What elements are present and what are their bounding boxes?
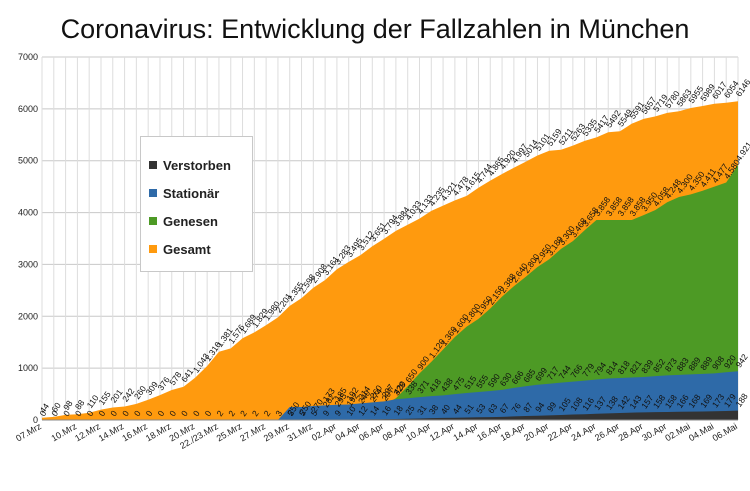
data-label: 0 xyxy=(155,408,166,418)
x-tick-label: 08.Apr xyxy=(381,421,409,443)
data-label: 5 xyxy=(285,408,296,418)
data-label: 2 xyxy=(226,408,237,418)
y-tick-label: 0 xyxy=(33,415,38,425)
y-tick-label: 2000 xyxy=(18,311,38,321)
data-label: 0 xyxy=(167,408,178,418)
area-verstorben xyxy=(42,410,738,420)
area-genesen xyxy=(42,164,738,420)
data-label: 5 xyxy=(309,408,320,418)
x-tick-label: 06.Mai xyxy=(711,421,739,443)
legend-item-stationaer: Stationär xyxy=(141,179,252,207)
x-tick-label: 06.Apr xyxy=(357,421,385,443)
x-tick-label: 18.Apr xyxy=(499,421,527,443)
data-label: 6146 xyxy=(733,77,750,98)
legend-swatch-verstorben xyxy=(149,161,157,169)
data-label: 2 xyxy=(238,408,249,418)
data-label: 0 xyxy=(108,408,119,418)
data-label: 9 xyxy=(332,408,343,418)
x-tick-label: 10.Apr xyxy=(404,421,432,443)
legend: Verstorben Stationär Genesen Gesamt xyxy=(140,136,253,272)
data-label: 2 xyxy=(214,408,225,418)
area-stationr xyxy=(42,371,738,420)
legend-swatch-gesamt xyxy=(149,245,157,253)
chart-title: Coronavirus: Entwicklung der Fallzahlen … xyxy=(60,14,690,44)
x-tick-label: 31.Mrz xyxy=(285,421,314,444)
x-tick-label: 16.Mrz xyxy=(120,421,149,444)
data-label: 2 xyxy=(262,408,273,418)
x-tick-label: 26.Apr xyxy=(593,421,621,443)
data-label: 2 xyxy=(250,408,261,418)
data-label: 9 xyxy=(321,408,332,418)
data-label: 0 xyxy=(96,408,107,418)
data-label: 0 xyxy=(61,408,72,418)
data-label: 0 xyxy=(132,408,143,418)
legend-item-verstorben: Verstorben xyxy=(141,151,252,179)
data-label: 0 xyxy=(49,408,60,418)
legend-swatch-genesen xyxy=(149,217,157,225)
x-tick-label: 20.Apr xyxy=(522,421,550,443)
x-tick-label: 30.Apr xyxy=(640,421,668,443)
x-tick-label: 25.Mrz xyxy=(215,421,244,444)
y-tick-label: 4000 xyxy=(18,208,38,218)
data-label: 0 xyxy=(37,408,48,418)
data-label: 0 xyxy=(179,408,190,418)
y-tick-label: 1000 xyxy=(18,363,38,373)
y-tick-label: 3000 xyxy=(18,259,38,269)
x-tick-label: 22.Apr xyxy=(546,421,574,443)
area-series xyxy=(42,101,738,420)
x-tick-label: 04.Apr xyxy=(334,421,362,443)
x-tick-label: 28.Apr xyxy=(617,421,645,443)
x-tick-label: 14.Apr xyxy=(451,421,479,443)
data-label: 0 xyxy=(203,408,214,418)
y-tick-label: 7000 xyxy=(18,52,38,62)
x-tick-label: 29.Mrz xyxy=(262,421,291,444)
data-label: 0 xyxy=(191,408,202,418)
legend-label-verstorben: Verstorben xyxy=(163,157,231,173)
legend-label-genesen: Genesen xyxy=(163,213,218,229)
x-tick-label: 10.Mrz xyxy=(50,421,79,444)
data-label: 5 xyxy=(297,408,308,418)
legend-item-gesamt: Gesamt xyxy=(141,235,252,263)
y-tick-label: 5000 xyxy=(18,156,38,166)
x-tick-label: 16.Apr xyxy=(475,421,503,443)
x-tick-label: 12.Apr xyxy=(428,421,456,443)
data-label: 3 xyxy=(273,408,284,418)
x-tick-label: 02.Apr xyxy=(310,421,338,443)
x-tick-label: 07.Mrz xyxy=(14,421,43,444)
data-label: 0 xyxy=(85,408,96,418)
legend-swatch-stationaer xyxy=(149,189,157,197)
x-tick-label: 12.Mrz xyxy=(73,421,102,444)
x-tick-label: 04.Mai xyxy=(687,421,715,443)
x-tick-label: 14.Mrz xyxy=(97,421,126,444)
y-tick-label: 6000 xyxy=(18,104,38,114)
data-label: 0 xyxy=(73,408,84,418)
legend-item-genesen: Genesen xyxy=(141,207,252,235)
data-label: 0 xyxy=(120,408,131,418)
x-tick-label: 24.Apr xyxy=(569,421,597,443)
legend-label-gesamt: Gesamt xyxy=(163,241,211,257)
x-tick-label: 18.Mrz xyxy=(144,421,173,444)
data-label: 0 xyxy=(144,408,155,418)
legend-label-stationaer: Stationär xyxy=(163,185,220,201)
x-tick-label: 27.Mrz xyxy=(238,421,267,444)
x-tick-label: 02.Mai xyxy=(663,421,691,443)
